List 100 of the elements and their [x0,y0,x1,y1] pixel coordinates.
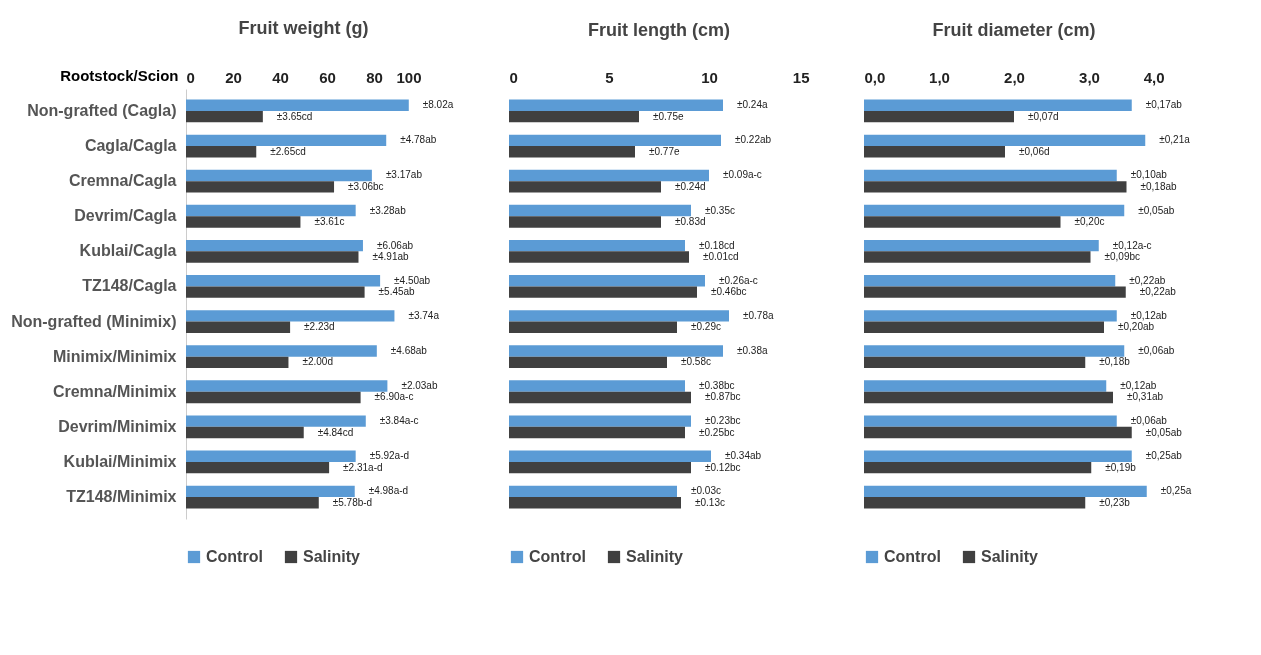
x-tick-label: 5 [605,68,614,86]
legend-label: Control [884,548,941,565]
x-tick-label: 10 [701,68,718,86]
annotation: ±0.01cd [703,251,739,263]
annotation: ±0.75e [653,110,684,122]
annotation: ±0.22ab [735,134,772,146]
x-tick-label: 20 [225,68,242,86]
x-tick-label: 80 [366,68,383,86]
y-tick-label: Cremna/Cagla [68,172,177,190]
legend-label: Salinity [626,548,684,565]
annotation: ±0.38bc [699,380,735,392]
annotation: ±0,19b [1105,461,1137,473]
annotation: ±0,07d [1028,110,1059,122]
annotation: ±0.83d [675,215,706,227]
x-tick-label: 4,0 [1143,68,1165,86]
annotation: ±0,12ab [1130,309,1168,321]
annotation: ±0.24d [675,180,706,192]
annotation: ±0.26a-c [719,274,758,286]
chart-title: Fruit weight (g) [238,18,369,38]
annotation: ±3.74a [408,309,440,321]
annotation: ±0,22ab [1129,274,1166,286]
annotation: ±0.29c [691,321,721,333]
annotation: ±0,17ab [1145,99,1183,111]
annotation: ±4.78ab [400,134,437,146]
annotation: ±2.03ab [401,380,438,392]
annotation: ±0,09bc [1104,251,1141,263]
annotation: ±3.28ab [369,204,407,216]
y-tick-label: Kublai/Cagla [79,242,177,260]
annotation: ±0,05ab [1145,426,1183,438]
annotation: ±0.46bc [711,286,747,298]
x-tick-label: 60 [319,68,336,86]
annotation: ±2.00d [302,356,333,368]
y-tick-label: Non-grafted (Minimix) [11,312,177,330]
annotation: ±3.61c [314,215,345,227]
legend-label: Control [206,548,263,565]
chart-title: Fruit length (cm) [588,20,730,40]
annotation: ±3.06bc [348,180,384,192]
x-tick-label: 0 [509,68,518,86]
annotation: ±2.23d [304,321,335,333]
x-tick-label: 100 [396,68,422,86]
annotation: ±0.24a [737,99,768,111]
annotation: ±0,21a [1159,134,1191,146]
annotation: ±0,22ab [1139,286,1177,298]
annotation: ±0.12bc [705,461,741,473]
annotation: ±4.84cd [317,426,354,438]
annotation: ±0.77e [649,145,680,157]
y-tick-label: TZ148/Minimix [66,488,177,506]
annotation: ±0.35c [705,204,735,216]
legend-label: Salinity [981,548,1039,565]
x-tick-label: 0,0 [864,68,886,86]
y-tick-label: Devrim/Cagla [74,207,177,225]
legend-label: Control [529,548,586,565]
annotation: ±6.06ab [376,239,414,251]
annotation: ±0,06ab [1138,344,1175,356]
annotation: ±0,20ab [1118,321,1155,333]
annotation: ±0.38a [737,344,768,356]
x-tick-label: 15 [792,68,810,86]
x-tick-label: 0 [186,68,195,86]
annotation: ±0,25a [1160,485,1192,497]
annotation: ±3.84a-c [379,415,419,427]
annotation: ±0,20c [1074,215,1105,227]
annotation: ±4.68ab [390,344,428,356]
x-tick-label: 2,0 [1004,68,1025,86]
x-tick-label: 1,0 [929,68,950,86]
annotation: ±0,25ab [1145,450,1183,462]
annotation: ±4.98a-d [368,485,409,497]
y-tick-label: Non-grafted (Cagla) [27,101,177,119]
annotation: ±4.50ab [394,274,431,286]
annotation: ±0,18b [1099,356,1131,368]
annotation: ±0,12ab [1120,380,1157,392]
x-tick-label: 40 [272,68,289,86]
annotation: ±0,05ab [1138,204,1175,216]
annotation: ±4.91ab [372,251,409,263]
annotation: ±0,06d [1019,145,1050,157]
annotation: ±0.03c [691,485,721,497]
annotation: ±0.09a-c [723,169,762,181]
annotation: ±0.23bc [705,415,741,427]
annotation: ±8.02a [422,99,454,111]
annotation: ±3.65cd [276,110,313,122]
y-tick-label: Cremna/Minimix [52,382,177,400]
annotation: ±2.31a-d [343,461,383,473]
annotation: ±3.17ab [385,169,423,181]
annotation: ±0,10ab [1130,169,1168,181]
annotation: ±0,31ab [1127,391,1164,403]
annotation: ±0,06ab [1130,415,1168,427]
annotation: ±0.18cd [699,239,735,251]
annotation: ±0.78a [743,309,774,321]
annotation: ±0,12a-c [1112,239,1152,251]
annotation: ±5.92a-d [369,450,410,462]
annotation: ±0.13c [695,496,725,508]
annotation: ±5.45ab [378,286,416,298]
annotation: ±5.78b-d [332,496,373,508]
annotation: ±0.25bc [699,426,735,438]
y-tick-label: Cagla/Cagla [84,137,177,155]
annotation: ±2.65cd [270,145,306,157]
legend-label: Salinity [303,548,361,565]
y-tick-label: TZ148/Cagla [82,277,177,295]
y-tick-label: Kublai/Minimix [63,452,177,470]
y-tick-label: Devrim/Minimix [58,417,177,435]
annotation: ±0,18ab [1140,180,1178,192]
